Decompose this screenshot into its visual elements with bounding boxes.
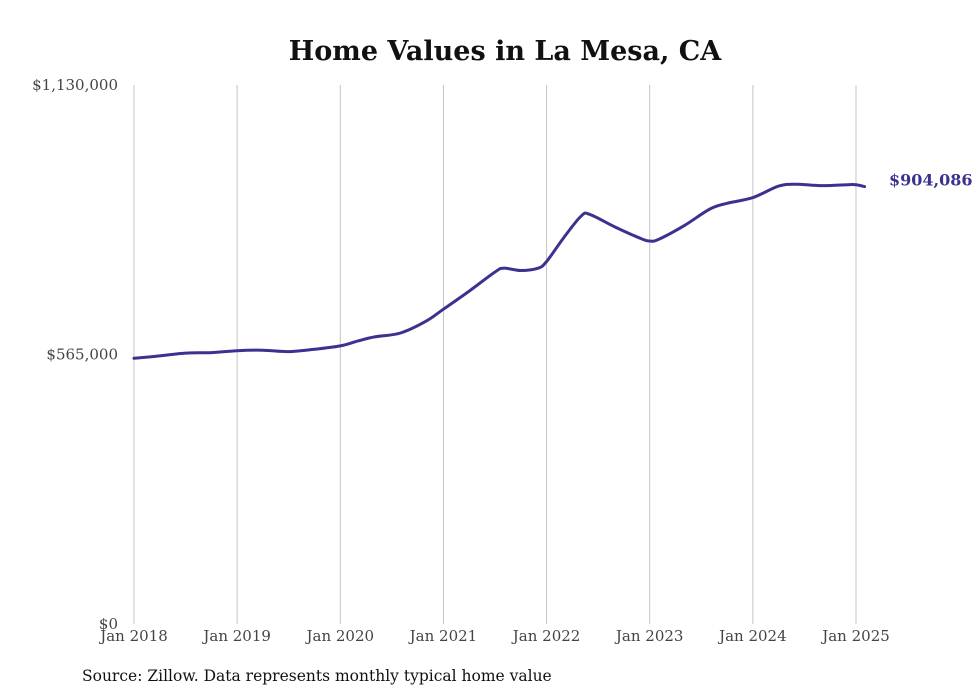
series-group: $904,086	[132, 171, 973, 360]
x-tick-label: Jan 2019	[201, 627, 271, 645]
x-tick-label: Jan 2022	[511, 627, 581, 645]
chart-title: Home Values in La Mesa, CA	[289, 36, 723, 67]
y-axis: $0 $565,000 $1,130,000	[32, 76, 118, 633]
x-tick-label: Jan 2020	[305, 627, 375, 645]
x-tick-label: Jan 2024	[717, 627, 787, 645]
x-tick-label: Jan 2021	[408, 627, 478, 645]
y-tick-label: $1,130,000	[32, 76, 118, 94]
x-tick-label: Jan 2018	[98, 627, 168, 645]
y-tick-label: $0	[99, 615, 118, 633]
x-axis: Jan 2018 Jan 2019 Jan 2020 Jan 2021 Jan 2022…	[98, 627, 890, 645]
x-tick-label: Jan 2023	[614, 627, 684, 645]
source-note: Source: Zillow. Data represents monthly …	[82, 667, 552, 685]
series-line	[132, 182, 867, 360]
x-tick-label: Jan 2025	[820, 627, 890, 645]
y-tick-label: $565,000	[46, 346, 118, 364]
gridlines	[133, 85, 857, 624]
end-value-label: $904,086	[889, 171, 973, 190]
